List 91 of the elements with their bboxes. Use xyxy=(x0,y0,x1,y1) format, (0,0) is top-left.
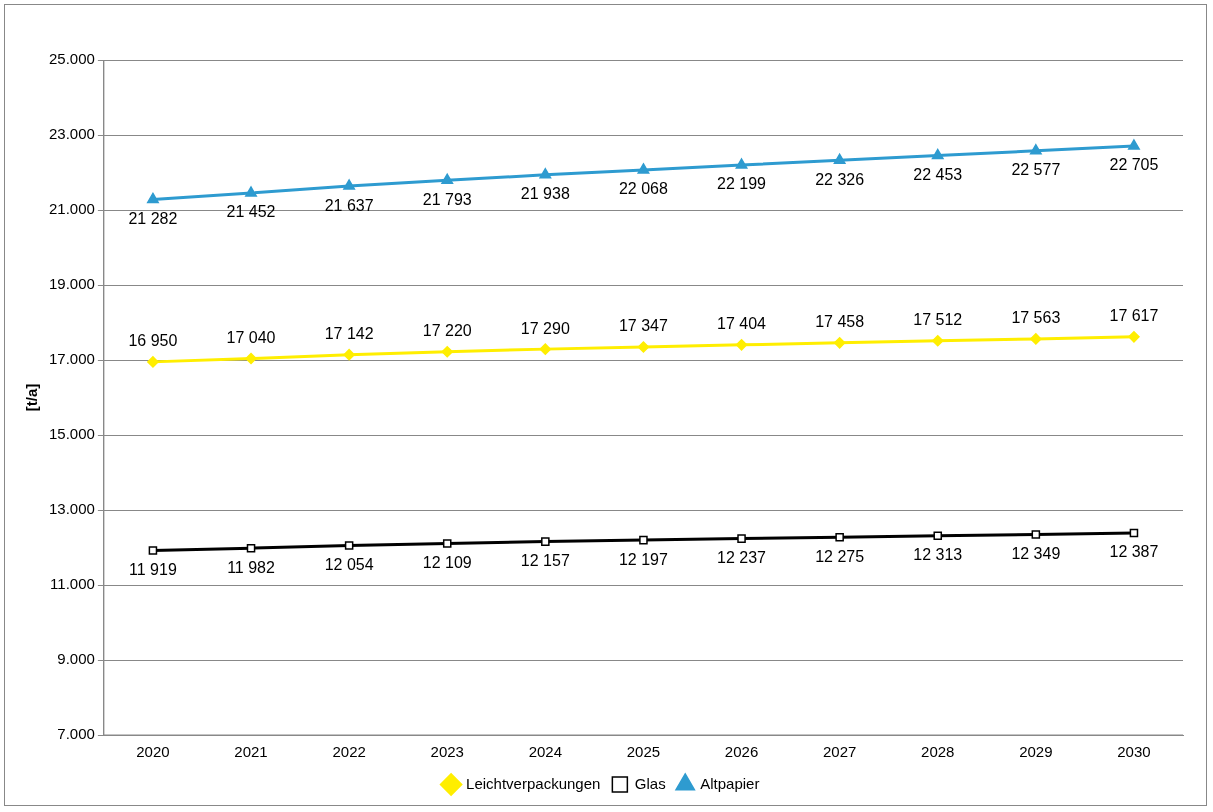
y-axis-title: [t/a] xyxy=(23,383,41,412)
data-label: 22 705 xyxy=(1109,156,1159,174)
point xyxy=(835,532,844,542)
y-tick-label: 25.000 xyxy=(48,50,95,68)
y-tick-label: 9.000 xyxy=(57,650,95,668)
data-label: 17 404 xyxy=(717,315,767,333)
data-label: 11 982 xyxy=(227,558,276,576)
point xyxy=(539,343,552,355)
x-tick-label: 2022 xyxy=(332,743,366,761)
y-tick-label: 17.000 xyxy=(48,350,95,368)
data-label: 22 199 xyxy=(717,175,767,193)
point xyxy=(343,348,355,361)
data-label: 17 458 xyxy=(815,313,865,331)
data-label: 11 919 xyxy=(129,560,177,578)
point xyxy=(931,148,944,160)
data-label: 12 313 xyxy=(913,546,963,564)
point xyxy=(735,339,748,351)
point xyxy=(246,543,256,553)
y-tick-label: 7.000 xyxy=(57,725,95,743)
legend-label: Leichtverpackungen xyxy=(466,774,601,792)
data-label: 16 950 xyxy=(128,332,178,350)
data-label: 17 290 xyxy=(520,319,570,337)
x-tick-label: 2021 xyxy=(234,743,268,761)
y-tick-label: 19.000 xyxy=(48,275,95,293)
y-tick-label: 13.000 xyxy=(48,500,95,518)
data-label: 21 282 xyxy=(128,209,178,227)
x-tick-label: 2029 xyxy=(1019,743,1053,761)
point xyxy=(833,153,846,165)
point xyxy=(441,173,454,185)
point xyxy=(442,539,452,548)
point xyxy=(932,335,944,347)
point xyxy=(933,531,943,541)
x-tick-label: 2025 xyxy=(626,743,661,761)
data-label: 17 512 xyxy=(913,311,963,329)
point xyxy=(245,352,257,365)
data-label: 12 157 xyxy=(520,552,570,570)
point xyxy=(737,534,746,543)
x-tick-label: 2024 xyxy=(528,743,563,761)
point xyxy=(541,537,550,546)
y-tick-label: 11.000 xyxy=(50,575,95,593)
y-tick-label: 21.000 xyxy=(48,200,95,218)
data-label: 17 347 xyxy=(618,317,669,335)
x-tick-label: 2023 xyxy=(430,743,464,761)
x-tick-label: 2027 xyxy=(822,743,857,761)
data-label: 17 040 xyxy=(226,328,276,346)
point xyxy=(1030,333,1042,345)
data-label: 17 617 xyxy=(1109,307,1159,325)
data-label: 12 237 xyxy=(717,549,767,567)
data-label: 12 349 xyxy=(1011,544,1061,562)
point xyxy=(1029,144,1042,155)
data-label: 22 577 xyxy=(1011,161,1061,179)
point xyxy=(344,541,354,550)
point xyxy=(539,168,552,179)
point xyxy=(637,341,650,353)
data-label: 21 938 xyxy=(520,185,570,203)
y-tick-label: 15.000 xyxy=(48,425,95,443)
data-label: 21 793 xyxy=(422,190,472,208)
y-tick-label: 23.000 xyxy=(48,125,95,143)
x-tick-label: 2026 xyxy=(724,743,759,761)
point xyxy=(147,356,159,368)
legend-label: Altpapier xyxy=(700,774,760,792)
point xyxy=(245,186,257,197)
point xyxy=(343,179,356,190)
point xyxy=(1128,139,1140,150)
point xyxy=(735,158,748,169)
data-label: 12 109 xyxy=(422,553,472,571)
data-label: 22 326 xyxy=(815,170,865,188)
point xyxy=(1128,331,1140,343)
x-tick-label: 2028 xyxy=(921,743,955,761)
data-label: 22 453 xyxy=(913,165,963,183)
data-label: 12 387 xyxy=(1109,543,1159,561)
legend-label: Glas xyxy=(634,774,666,792)
data-label: 21 637 xyxy=(324,196,374,214)
point xyxy=(146,192,159,204)
data-label: 12 275 xyxy=(815,547,865,565)
point xyxy=(148,546,158,555)
data-label: 17 220 xyxy=(422,322,472,340)
data-label: 21 452 xyxy=(226,203,276,221)
point xyxy=(833,337,846,349)
point xyxy=(637,163,650,174)
x-tick-label: 2020 xyxy=(136,743,170,761)
data-label: 17 563 xyxy=(1011,309,1061,327)
data-label: 12 197 xyxy=(618,550,669,568)
data-label: 22 068 xyxy=(618,180,669,198)
data-label: 12 054 xyxy=(324,555,374,573)
x-tick-label: 2030 xyxy=(1117,743,1151,761)
point xyxy=(1129,528,1139,538)
point xyxy=(639,535,648,545)
point xyxy=(441,346,453,358)
data-label: 17 142 xyxy=(324,325,374,343)
point xyxy=(1031,530,1041,539)
